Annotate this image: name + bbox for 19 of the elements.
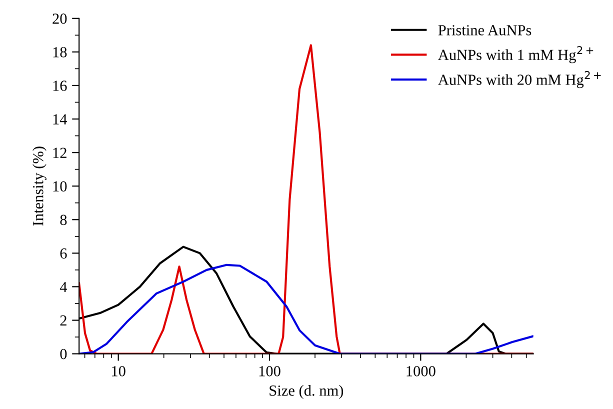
y-tick-label: 2 <box>60 315 66 326</box>
legend-label: AuNPs with 1 mM Hg$^{2+}$ <box>438 46 594 64</box>
y-tick-label: 12 <box>53 148 66 158</box>
x-axis-title: Size (d. nm) <box>270 385 344 399</box>
x-tick-label: 1000 <box>406 366 436 376</box>
x-tick-label: 10 <box>112 366 126 376</box>
y-tick-label: 0 <box>60 348 67 360</box>
y-tick-label: 18 <box>53 47 67 58</box>
y-tick-label: 14 <box>53 114 68 124</box>
y-tick-label: 6 <box>60 248 67 259</box>
y-tick-label: 16 <box>53 80 67 91</box>
y-tick-label: 20 <box>52 14 67 24</box>
y-tick-label: 8 <box>60 214 67 226</box>
y-tick-label: 10 <box>53 181 67 192</box>
y-axis-title: Intensity (%) <box>32 146 46 226</box>
legend-label: Pristine AuNPs <box>438 25 532 36</box>
x-tick-label: 100 <box>259 366 280 376</box>
legend-label: AuNPs with 20 mM Hg$^{2+}$ <box>438 71 601 88</box>
y-tick-label: 4 <box>60 282 68 292</box>
